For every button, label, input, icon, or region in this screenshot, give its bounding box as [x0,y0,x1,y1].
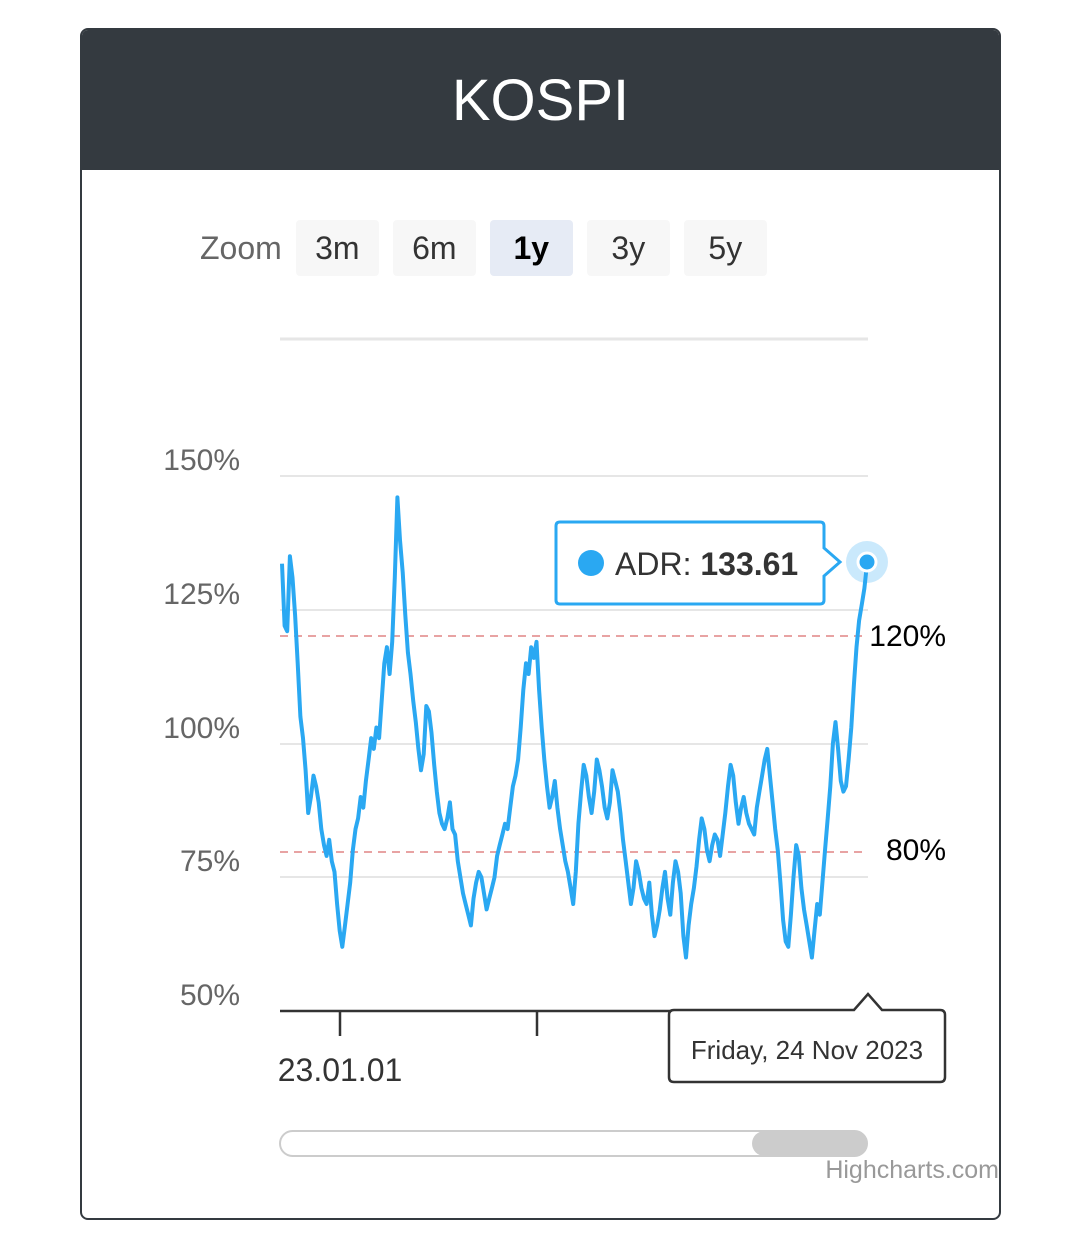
x-tick-label: 23.01.01 [278,1052,403,1088]
y-tick-label: 125% [163,578,240,611]
scrollbar-thumb[interactable] [752,1131,867,1156]
tooltip-value: 133.61 [700,546,798,582]
hover-marker[interactable] [856,551,878,573]
zoom-1y-button[interactable]: 1y [489,220,573,276]
page-title: KOSPI [451,67,630,133]
zoom-3y-button[interactable]: 3y [586,220,670,276]
zoom-6m-button[interactable]: 6m [392,220,476,276]
zoom-5y-button[interactable]: 5y [683,220,767,276]
zoom-3m-button[interactable]: 3m [295,220,379,276]
zoom-selector: Zoom 3m 6m 1y 3y 5y [200,220,781,276]
series-line[interactable] [280,495,869,960]
y-tick-label: 50% [180,979,240,1012]
plot-line-label-120: 120% [869,620,946,653]
date-tooltip: Friday, 24 Nov 2023 [667,992,947,1084]
svg-text:ADR: 133.61: ADR: 133.61 [615,546,798,582]
tooltip-date: Friday, 24 Nov 2023 [691,1035,923,1065]
y-tick-label: 150% [163,444,240,477]
tooltip-series-marker [578,550,604,576]
value-tooltip: ADR: 133.61 [554,520,843,606]
series-adr [280,495,869,960]
highcharts-credits[interactable]: Highcharts.com [825,1156,999,1184]
plot-line-label-80: 80% [886,834,946,867]
y-tick-label: 100% [163,712,240,745]
y-tick-label: 75% [180,845,240,878]
date-tooltip-box [667,992,947,1084]
zoom-label: Zoom [200,229,282,266]
value-tooltip-box [554,520,843,606]
card-header: KOSPI [82,30,999,170]
tooltip-series-name: ADR [615,546,683,582]
